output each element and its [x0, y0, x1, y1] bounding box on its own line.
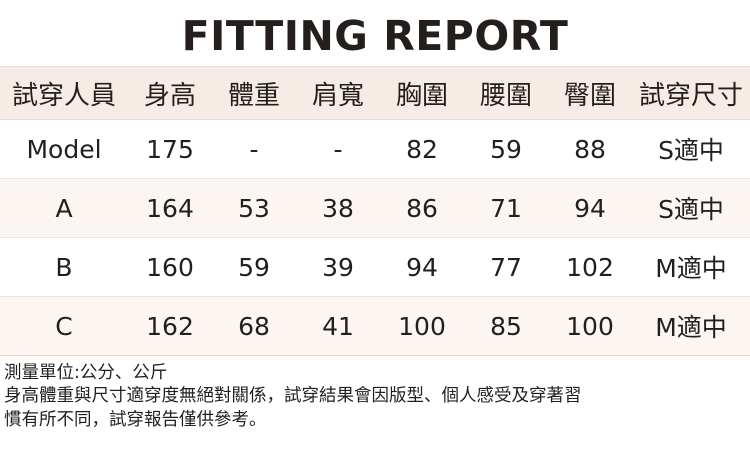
- page-title: FITTING REPORT: [181, 12, 569, 60]
- cell-waist: 71: [464, 178, 548, 238]
- column-header-shoulder: 肩寬: [296, 66, 380, 120]
- cell-tester: A: [0, 178, 128, 238]
- cell-height: 160: [128, 237, 212, 297]
- cell-height: 164: [128, 178, 212, 238]
- note-line-2: 身高體重與尺寸適穿度無絕對關係，試穿結果會因版型、個人感受及穿著習: [4, 386, 582, 407]
- cell-tester: Model: [0, 119, 128, 179]
- table-header-row: 試穿人員 身高 體重 肩寬 胸圍 腰圍 臀圍 試穿尺寸: [0, 66, 750, 120]
- measurement-notes: 測量單位:公分、公斤 身高體重與尺寸適穿度無絕對關係，試穿結果會因版型、個人感受…: [0, 356, 750, 432]
- table-row: C 162 68 41 100 85 100 M適中: [0, 296, 750, 356]
- cell-waist: 77: [464, 237, 548, 297]
- cell-bust: 86: [380, 178, 464, 238]
- cell-shoulder: 41: [296, 296, 380, 356]
- cell-bust: 100: [380, 296, 464, 356]
- column-header-size: 試穿尺寸: [632, 66, 750, 120]
- note-line-1: 測量單位:公分、公斤: [4, 363, 168, 383]
- cell-size: M適中: [632, 237, 750, 297]
- cell-hip: 100: [548, 296, 632, 356]
- cell-weight: -: [212, 119, 296, 179]
- cell-waist: 85: [464, 296, 548, 356]
- cell-shoulder: 38: [296, 178, 380, 238]
- cell-weight: 59: [212, 237, 296, 297]
- table-row: A 164 53 38 86 71 94 S適中: [0, 178, 750, 238]
- cell-tester: B: [0, 237, 128, 297]
- cell-size: S適中: [632, 119, 750, 179]
- cell-height: 175: [128, 119, 212, 179]
- column-header-height: 身高: [128, 66, 212, 120]
- column-header-weight: 體重: [212, 66, 296, 120]
- cell-hip: 94: [548, 178, 632, 238]
- cell-weight: 53: [212, 178, 296, 238]
- cell-size: M適中: [632, 296, 750, 356]
- cell-bust: 94: [380, 237, 464, 297]
- cell-size: S適中: [632, 178, 750, 238]
- cell-bust: 82: [380, 119, 464, 179]
- fitting-table: 試穿人員 身高 體重 肩寬 胸圍 腰圍 臀圍 試穿尺寸 Model 175 - …: [0, 66, 750, 356]
- table-row: Model 175 - - 82 59 88 S適中: [0, 119, 750, 179]
- cell-shoulder: 39: [296, 237, 380, 297]
- cell-shoulder: -: [296, 119, 380, 179]
- cell-hip: 88: [548, 119, 632, 179]
- column-header-waist: 腰圍: [464, 66, 548, 120]
- table-body: Model 175 - - 82 59 88 S適中 A 164 53 38 8…: [0, 119, 750, 356]
- column-header-bust: 胸圍: [380, 66, 464, 120]
- cell-tester: C: [0, 296, 128, 356]
- column-header-hip: 臀圍: [548, 66, 632, 120]
- cell-height: 162: [128, 296, 212, 356]
- cell-waist: 59: [464, 119, 548, 179]
- note-line-3: 慣有所不同，試穿報告僅供參考。: [4, 409, 267, 430]
- cell-weight: 68: [212, 296, 296, 356]
- table-header: 試穿人員 身高 體重 肩寬 胸圍 腰圍 臀圍 試穿尺寸: [0, 66, 750, 120]
- table-row: B 160 59 39 94 77 102 M適中: [0, 237, 750, 297]
- cell-hip: 102: [548, 237, 632, 297]
- column-header-tester: 試穿人員: [0, 66, 128, 120]
